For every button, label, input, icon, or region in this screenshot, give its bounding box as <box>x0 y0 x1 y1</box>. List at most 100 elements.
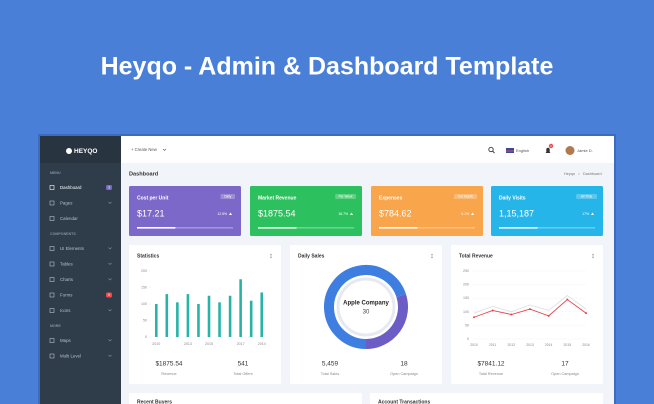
breadcrumb-item: Dashboard <box>583 172 602 176</box>
menu-item[interactable]: Dashboard <box>60 185 82 190</box>
card-period: Per Month <box>458 195 473 199</box>
logo-icon <box>66 148 72 154</box>
y-tick-label: 150 <box>141 285 147 289</box>
summary-label: Open Campaign <box>390 372 418 376</box>
x-tick-label: 2016 <box>582 343 590 347</box>
menu-chevron <box>108 309 112 312</box>
card-change: 18.7% <box>338 212 348 216</box>
panel-title: Total Revenue <box>459 253 493 259</box>
page-title: Heyqo - Admin & Dashboard Template <box>101 53 554 81</box>
summary-value: 541 <box>238 361 249 368</box>
x-tick-label: 2014 <box>258 342 266 346</box>
line-point <box>547 314 550 317</box>
panel-menu-dot <box>270 257 272 259</box>
x-tick-label: 2017 <box>237 342 245 346</box>
search-icon[interactable] <box>488 146 494 153</box>
stat-card <box>250 186 362 236</box>
breadcrumb-sep: > <box>578 172 581 176</box>
card-title: Expenses <box>379 195 403 201</box>
card-title: Cost per Unit <box>137 195 169 201</box>
panel-menu-dot <box>431 255 433 257</box>
flag-stripe <box>506 150 514 152</box>
bar <box>207 295 211 337</box>
menu-item[interactable]: Multi Level <box>60 353 81 358</box>
card-progress <box>137 227 176 229</box>
donut-segment <box>324 265 406 349</box>
y-tick-label: 100 <box>463 310 469 314</box>
x-tick-label: 2012 <box>508 343 516 347</box>
donut-center-value: 30 <box>363 310 370 316</box>
menu-item[interactable]: UI Elements <box>60 246 85 251</box>
panel <box>370 393 603 404</box>
bar <box>239 279 242 337</box>
stat-card <box>371 186 483 236</box>
user-name[interactable]: Jamie D. <box>577 148 593 153</box>
bar <box>165 294 169 337</box>
menu-section-label: COMPONENTS <box>50 232 76 236</box>
summary-value: 5,459 <box>322 361 339 368</box>
donut-segment <box>365 294 408 349</box>
card-change: 12.5% <box>217 212 227 216</box>
y-tick-label: 0 <box>467 337 469 341</box>
card-period-badge <box>220 194 235 199</box>
create-new-button[interactable]: + Create New <box>131 147 158 152</box>
y-tick-label: 200 <box>141 269 147 273</box>
stat-card <box>129 186 241 236</box>
x-tick-label: 2013 <box>184 342 192 346</box>
bar <box>186 294 190 337</box>
line-point <box>491 309 494 312</box>
menu-icon <box>49 200 55 206</box>
panel-title: Account Transactions <box>378 399 430 404</box>
avatar[interactable] <box>565 146 575 155</box>
panel <box>290 245 442 384</box>
menu-icon <box>49 338 55 343</box>
y-tick-label: 200 <box>463 283 469 287</box>
line-point <box>473 316 475 319</box>
bar <box>249 300 253 337</box>
menu-item[interactable]: Pages <box>60 200 73 205</box>
panel <box>129 245 281 384</box>
summary-label: Total Offers <box>233 372 252 376</box>
menu-item[interactable]: Icons <box>60 308 71 313</box>
y-tick-label: 50 <box>143 318 147 322</box>
summary-value: 18 <box>400 361 408 368</box>
card-progress <box>379 227 418 229</box>
card-change-arrow <box>591 212 594 215</box>
menu-item[interactable]: Maps <box>60 338 72 343</box>
card-change-arrow <box>229 212 232 215</box>
donut-inner-ring <box>336 277 396 337</box>
menu-icon <box>49 261 55 267</box>
menu-badge <box>106 185 112 190</box>
line-point <box>585 312 587 315</box>
panel <box>129 393 362 404</box>
panel-title: Statistics <box>137 253 159 259</box>
menu-item[interactable]: Calendar <box>60 216 78 221</box>
menu-item[interactable]: Tables <box>60 261 73 266</box>
menu-item[interactable]: Charts <box>60 277 74 282</box>
x-tick-label: 2010 <box>470 343 478 347</box>
x-tick-label: 2014 <box>545 343 553 347</box>
card-value: $17.21 <box>137 208 165 218</box>
bar <box>260 292 264 337</box>
menu-icon <box>49 308 55 313</box>
menu-chevron <box>108 247 112 250</box>
menu-icon <box>49 292 55 298</box>
menu-chevron <box>108 354 112 357</box>
menu-chevron <box>108 339 112 342</box>
bar <box>197 304 200 337</box>
breadcrumb-item[interactable]: Heyqo <box>564 172 575 176</box>
line <box>473 294 587 314</box>
summary-value: 17 <box>561 361 569 368</box>
topbar <box>121 136 614 163</box>
create-caret <box>162 148 167 151</box>
menu-item[interactable]: Forms <box>60 292 73 297</box>
panel-menu-dot <box>431 253 433 255</box>
panel-menu-dot <box>270 255 272 257</box>
panel-menu-dot <box>431 257 433 259</box>
line-point <box>529 308 531 311</box>
y-tick-label: 50 <box>465 323 469 327</box>
bell-icon[interactable] <box>545 147 551 153</box>
card-change-arrow <box>471 212 474 215</box>
card-value: $1875.54 <box>258 208 296 218</box>
language-select[interactable]: English <box>516 148 529 153</box>
